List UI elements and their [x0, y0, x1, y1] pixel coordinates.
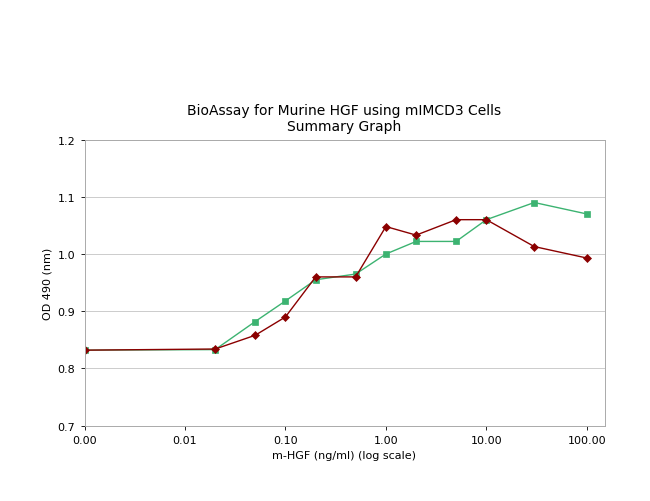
- Murine HGF; PeproTech; Cat# 315-23: [252, 319, 259, 325]
- Murine HGF; Competitor: [281, 314, 289, 320]
- Murine HGF; PeproTech; Cat# 315-23: [81, 348, 88, 354]
- Murine HGF; Competitor: [452, 217, 460, 223]
- Murine HGF; Competitor: [352, 275, 359, 281]
- Murine HGF; Competitor: [482, 217, 490, 223]
- Murine HGF; Competitor: [81, 348, 88, 354]
- Line: Murine HGF; PeproTech; Cat# 315-23: Murine HGF; PeproTech; Cat# 315-23: [82, 200, 590, 353]
- Murine HGF; Competitor: [382, 224, 390, 230]
- Murine HGF; PeproTech; Cat# 315-23: [352, 272, 359, 278]
- Murine HGF; PeproTech; Cat# 315-23: [312, 277, 320, 283]
- Murine HGF; PeproTech; Cat# 315-23: [211, 347, 219, 353]
- Line: Murine HGF; Competitor: Murine HGF; Competitor: [82, 217, 590, 353]
- Murine HGF; Competitor: [412, 232, 420, 238]
- X-axis label: m-HGF (ng/ml) (log scale): m-HGF (ng/ml) (log scale): [272, 450, 417, 460]
- Murine HGF; PeproTech; Cat# 315-23: [583, 211, 591, 217]
- Title: BioAssay for Murine HGF using mIMCD3 Cells
Summary Graph: BioAssay for Murine HGF using mIMCD3 Cel…: [187, 103, 502, 134]
- Murine HGF; PeproTech; Cat# 315-23: [412, 239, 420, 245]
- Murine HGF; PeproTech; Cat# 315-23: [530, 200, 538, 206]
- Murine HGF; Competitor: [211, 346, 219, 352]
- Murine HGF; PeproTech; Cat# 315-23: [382, 252, 390, 258]
- Murine HGF; Competitor: [312, 275, 320, 281]
- Murine HGF; PeproTech; Cat# 315-23: [452, 239, 460, 245]
- Murine HGF; PeproTech; Cat# 315-23: [482, 217, 490, 223]
- Y-axis label: OD 490 (nm): OD 490 (nm): [42, 247, 52, 319]
- Murine HGF; Competitor: [252, 333, 259, 339]
- Murine HGF; Competitor: [583, 256, 591, 262]
- Murine HGF; Competitor: [530, 244, 538, 250]
- Murine HGF; PeproTech; Cat# 315-23: [281, 298, 289, 304]
